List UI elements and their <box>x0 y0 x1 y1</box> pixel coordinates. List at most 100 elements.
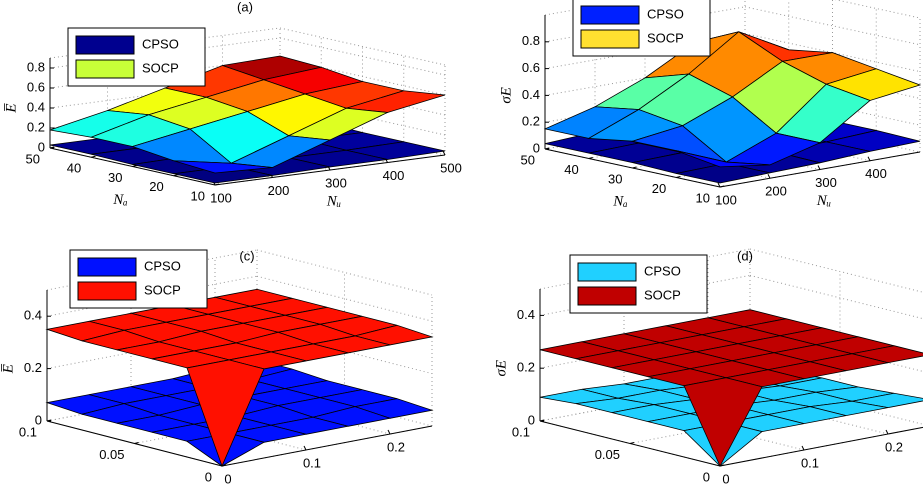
panel: 0 0.2 0.4 0.6 0.8 10 20 30 40 50 100 200 300 400 500 (a… <box>3 0 461 209</box>
panel-title: (c) <box>239 248 254 263</box>
y-tick <box>717 182 721 188</box>
x-tick-label: 50 <box>26 151 40 166</box>
x-tick <box>539 419 545 422</box>
x-tick <box>132 165 137 167</box>
panel: 0 0.2 0.4 0.6 0.8 10 20 30 40 50 100 200 300 400 Nₐ Nᵤ σ… <box>498 0 922 209</box>
z-tick-label: 0 <box>35 412 42 427</box>
z-tick-label: 0.2 <box>24 360 42 375</box>
z-tick-label: 0.2 <box>522 114 540 129</box>
legend-swatch <box>577 262 637 282</box>
x-tick-label: 50 <box>521 152 535 167</box>
x-axis-label: Nₐ <box>612 193 627 209</box>
x-tick <box>46 419 52 422</box>
z-tick-label: 0 <box>528 412 535 427</box>
x-tick <box>134 442 139 444</box>
legend-label: SOCP <box>144 282 181 297</box>
z-tick-label: 0 <box>38 139 45 154</box>
z-axis-label: E̅ <box>0 363 16 374</box>
y-tick-label: 100 <box>210 190 232 205</box>
y-tick <box>867 156 871 161</box>
x-tick-label: 30 <box>108 170 122 185</box>
x-tick <box>49 146 55 149</box>
x-tick <box>676 176 681 178</box>
x-tick-label: 0.05 <box>99 447 124 462</box>
y-axis-label: Nᵤ <box>326 193 341 209</box>
y-tick-label: 0.2 <box>885 439 903 454</box>
y-axis <box>719 426 923 467</box>
legend-swatch <box>77 281 137 301</box>
z-axis-label: σE <box>493 360 509 377</box>
x-tick <box>632 166 637 169</box>
y-tick-label: 400 <box>865 166 887 181</box>
surface-patch <box>186 359 265 468</box>
legend-swatch <box>580 29 640 49</box>
z-tick-label: 0.8 <box>522 33 540 48</box>
x-tick-label: 40 <box>67 161 81 176</box>
y-tick-label: 300 <box>325 175 347 190</box>
x-tick <box>91 155 96 158</box>
legend-swatch <box>577 286 637 306</box>
x-axis-label: Nₐ <box>112 192 127 208</box>
y-axis-label: Nᵤ <box>816 193 831 209</box>
box-edge <box>749 248 923 293</box>
legend-label: SOCP <box>142 60 179 75</box>
box-edge <box>279 27 446 66</box>
x-tick-label: 30 <box>608 171 622 186</box>
legend-label: SOCP <box>647 30 684 45</box>
grid-line <box>749 274 923 320</box>
panel-title: (d) <box>737 248 753 263</box>
z-tick-label: 0.8 <box>27 59 45 74</box>
x-tick-label: 10 <box>191 188 205 203</box>
legend-label: CPSO <box>647 6 684 21</box>
x-tick-label: 0 <box>703 469 710 484</box>
x-tick-label: 0.05 <box>595 447 620 462</box>
legend-label: CPSO <box>142 36 179 51</box>
surface-patch <box>676 150 771 168</box>
y-tick <box>303 445 307 451</box>
x-tick <box>173 174 178 177</box>
y-tick <box>885 429 889 435</box>
legend-swatch <box>580 5 640 25</box>
y-tick <box>817 165 821 170</box>
z-axis-label: E̅ <box>3 103 19 114</box>
z-tick-label: 0.2 <box>517 360 535 375</box>
y-tick <box>801 445 805 451</box>
surface-patch <box>683 377 763 467</box>
z-tick-label: 0 <box>533 140 540 155</box>
panel-title: (a) <box>237 0 253 14</box>
y-tick-label: 0 <box>722 471 729 484</box>
x-tick <box>588 157 593 159</box>
z-tick-label: 0.6 <box>522 60 540 75</box>
y-tick <box>442 150 446 156</box>
x-tick-label: 0 <box>205 469 212 484</box>
legend-swatch <box>75 35 135 55</box>
y-tick <box>387 429 391 435</box>
y-tick-label: 0.1 <box>801 455 819 470</box>
x-tick <box>214 183 220 186</box>
x-tick <box>544 147 550 150</box>
x-tick-label: 20 <box>652 181 666 196</box>
y-tick-label: 300 <box>815 175 837 190</box>
z-tick-label: 0.6 <box>27 79 45 94</box>
x-tick <box>629 442 635 444</box>
x-tick-label: 10 <box>696 190 710 205</box>
y-axis <box>221 425 433 467</box>
x-tick-label: 0.1 <box>512 424 530 439</box>
y-tick-label: 100 <box>715 192 737 207</box>
x-tick <box>719 185 725 188</box>
z-tick-label: 0.4 <box>27 99 45 114</box>
y-tick-label: 500 <box>440 160 462 175</box>
y-tick-label: 400 <box>383 168 405 183</box>
y-tick-label: 0.1 <box>303 455 321 470</box>
y-tick <box>767 174 771 179</box>
legend-swatch <box>77 257 137 277</box>
z-axis-label: σE <box>498 87 514 104</box>
z-tick-label: 0.4 <box>522 87 540 102</box>
y-tick-label: 200 <box>268 183 290 198</box>
x-tick-label: 40 <box>564 162 578 177</box>
x-tick-label: 0.1 <box>19 424 37 439</box>
legend-label: CPSO <box>644 263 681 278</box>
